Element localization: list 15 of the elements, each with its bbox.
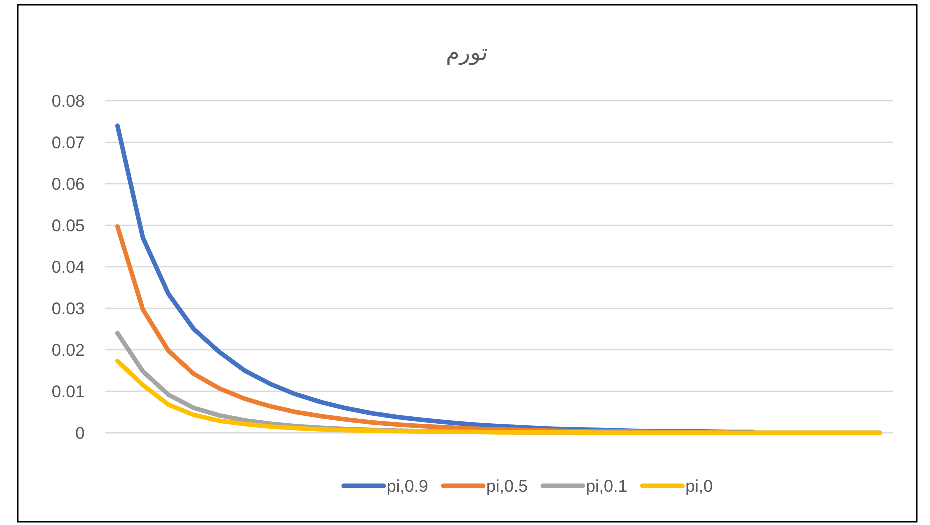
y-tick-label: 0.07 [52,134,85,152]
y-tick-label: 0.06 [52,175,85,194]
y-tick-label: 0.04 [52,258,85,277]
legend-label: pi,0.9 [386,477,428,496]
y-tick-label: 0.01 [52,382,85,402]
chart-title: تورم [446,41,488,66]
y-tick-label: 0.02 [52,341,85,360]
y-tick-label: 0.05 [52,216,85,236]
y-tick-label: 0.03 [52,300,85,318]
line-series [115,358,883,436]
legend-label: pi,0.5 [486,477,528,496]
y-tick-label: 0 [76,424,85,443]
y-tick-label: 0.08 [52,92,85,111]
legend-label: pi,0 [686,477,714,496]
legend-label: pi,0.1 [586,477,628,496]
